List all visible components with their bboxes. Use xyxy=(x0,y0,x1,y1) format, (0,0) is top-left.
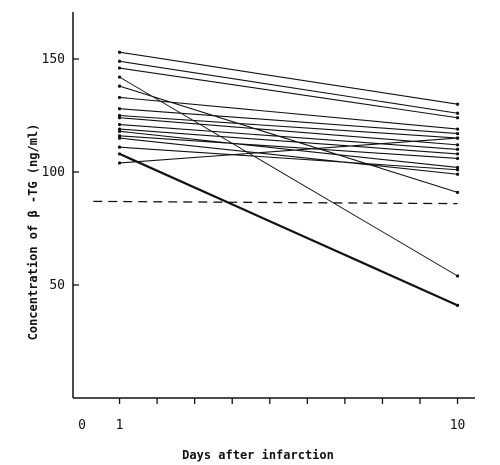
data-point xyxy=(455,303,460,307)
data-point xyxy=(455,136,460,140)
series-line xyxy=(119,85,458,193)
y-axis-title: Concentration of β -TG (ng/ml) xyxy=(26,124,40,341)
data-point xyxy=(117,75,122,79)
data-point xyxy=(455,111,460,115)
series-line xyxy=(119,123,458,150)
reference-line xyxy=(93,200,458,205)
data-point xyxy=(117,122,122,127)
data-point xyxy=(455,190,460,194)
series-line xyxy=(119,67,458,119)
series-line xyxy=(119,152,459,307)
series-line xyxy=(119,96,458,130)
data-point xyxy=(455,131,460,136)
data-point xyxy=(117,66,122,70)
y-tick-label: 150 xyxy=(42,52,65,67)
data-point xyxy=(455,102,460,106)
data-point xyxy=(117,50,122,54)
plot-lines xyxy=(93,50,460,307)
x-axis-title: Days after infarction xyxy=(182,448,334,462)
data-point xyxy=(117,113,122,118)
series-line xyxy=(119,137,458,175)
data-point xyxy=(117,152,122,156)
data-point xyxy=(117,84,122,88)
x-tick-label: 1 xyxy=(116,418,124,433)
data-point xyxy=(455,143,460,147)
data-point xyxy=(455,152,460,156)
data-point xyxy=(117,129,122,133)
x-tick-label: 0 xyxy=(78,418,86,433)
y-tick-label: 50 xyxy=(49,278,65,293)
data-point xyxy=(455,156,460,161)
series-line xyxy=(119,137,458,164)
series-line xyxy=(119,128,458,155)
data-point xyxy=(455,168,460,172)
data-point xyxy=(117,95,122,100)
data-point xyxy=(455,127,460,131)
data-point xyxy=(117,161,122,165)
data-point xyxy=(117,134,122,138)
data-point xyxy=(455,116,460,120)
series-line xyxy=(119,76,458,277)
series-line xyxy=(119,114,458,139)
series-line xyxy=(119,51,458,105)
data-point xyxy=(455,274,460,278)
series-line xyxy=(119,108,458,135)
data-point xyxy=(117,127,122,131)
data-point xyxy=(117,59,122,63)
data-point xyxy=(117,145,122,149)
series-line xyxy=(119,130,458,169)
data-point xyxy=(117,107,122,111)
data-point xyxy=(455,172,460,176)
data-point xyxy=(455,147,460,151)
data-point xyxy=(455,165,460,170)
series-line xyxy=(119,135,458,159)
ticks: 50 100 150 0 1 10 xyxy=(42,52,466,433)
x-tick-label: 10 xyxy=(450,418,466,433)
series-line xyxy=(119,60,458,114)
series-line xyxy=(119,117,458,146)
data-point xyxy=(117,116,122,120)
y-tick-label: 100 xyxy=(42,165,65,180)
data-point xyxy=(117,136,122,140)
series-line xyxy=(119,146,458,171)
